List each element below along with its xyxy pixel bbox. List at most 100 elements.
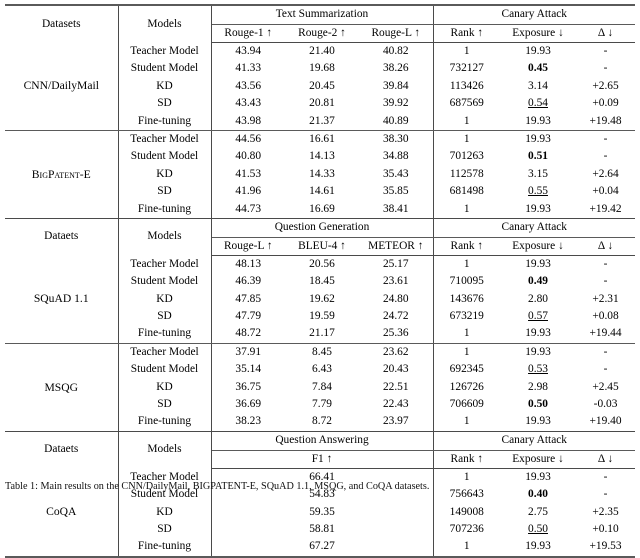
metric-value-cell: 58.81: [211, 520, 434, 539]
delta-value-cell: -: [603, 132, 608, 145]
delta-value-cell: -: [603, 275, 608, 288]
metric-value-cell: 25.17: [359, 255, 434, 274]
metric-value-cell: 22.43: [359, 396, 434, 414]
model-name-cell: Student Model: [118, 60, 212, 78]
metric-value-cell: 7.84: [312, 380, 332, 393]
table-row: SQuAD 1.1 Teacher Model 48.13 20.56 25.17 1 19…: [5, 255, 635, 344]
delta-value-cell: +2.31: [592, 292, 619, 305]
metric-value-cell: 41.96: [235, 185, 262, 198]
rank-value-cell: 701263: [449, 150, 484, 163]
exposure-value: 19.93: [525, 415, 551, 428]
table-row: KD 47.85 19.62 24.80 143676 2.80 +2.31: [5, 290, 635, 309]
exposure-value: 3.14: [528, 79, 548, 92]
column-header-metric-2: Rouge-2 ↑: [285, 24, 359, 43]
delta-value-cell: +19.53: [576, 538, 636, 558]
metric-value-cell: 34.88: [359, 148, 434, 166]
delta-value-cell: -: [603, 150, 608, 163]
exposure-value: 2.80: [528, 292, 548, 305]
metric-value-cell: 48.13: [235, 257, 262, 270]
dataset-name-cell: SQuAD 1.1: [5, 255, 119, 344]
rank-value-cell: 687569: [449, 97, 484, 110]
model-name-cell: KD: [118, 378, 212, 397]
metric-value-cell: 23.97: [359, 413, 434, 432]
exposure-value: 0.45: [528, 62, 548, 75]
metric-value-cell: 38.23: [211, 413, 285, 432]
table-row: SD 36.69 7.79 22.43 706609 0.50 -0.03: [5, 396, 635, 414]
metric-value-cell: 47.79: [235, 310, 262, 323]
metric-value-cell: 8.72: [285, 413, 359, 432]
metric-value-cell: 19.62: [309, 292, 335, 305]
metric-value-cell: 24.80: [359, 290, 434, 309]
dataset-name-cell: BigPatent-E: [5, 130, 119, 219]
column-header-metric-3: Rouge-L ↑: [359, 24, 434, 43]
metric-value-cell: 7.79: [312, 398, 332, 411]
exposure-value-cell: 19.93: [500, 538, 577, 558]
model-name-cell: SD: [118, 520, 212, 539]
model-name-cell: SD: [118, 308, 212, 326]
table-row: KD 36.75 7.84 22.51 126726 2.98 +2.45: [5, 378, 635, 397]
column-header-datasets: Dataets: [5, 431, 119, 469]
column-header-exposure: Exposure ↓: [500, 24, 577, 43]
exposure-value-cell: 2.98: [500, 379, 576, 396]
metric-value-cell: 44.56: [235, 132, 262, 145]
exposure-value-cell: 19.93: [500, 325, 577, 344]
column-header-datasets: Dataets: [5, 218, 119, 256]
metric-value-cell: 22.51: [359, 378, 434, 397]
exposure-value-cell: 19.93: [500, 130, 576, 148]
column-header-delta: Δ ↓: [576, 237, 636, 256]
model-name-cell: Teacher Model: [118, 42, 212, 61]
exposure-value: 0.50: [528, 398, 548, 411]
metric-value-cell: 66.41: [211, 468, 434, 487]
metric-value-cell: 21.37: [285, 112, 359, 131]
delta-value-cell: +19.42: [576, 200, 636, 219]
metric-value-cell: 23.61: [359, 273, 434, 291]
model-name-cell: KD: [118, 77, 212, 96]
column-header-rank: Rank ↑: [433, 450, 501, 469]
table-row: KD 43.56 20.45 39.84 113426 3.14 +2.65: [5, 77, 635, 96]
model-name-cell: Fine-tuning: [118, 538, 212, 558]
table-row: Fine-tuning 43.98 21.37 40.89 1 19.93 +19.48: [5, 112, 636, 131]
rank-value-cell: 126726: [449, 380, 484, 393]
metric-value-cell: 39.92: [359, 95, 434, 113]
metric-value-cell: 21.40: [309, 44, 335, 57]
table-row: CNN/DailyMail Teacher Model 43.94 21.40 40.8…: [5, 42, 635, 131]
exposure-value-cell: 19.93: [500, 43, 576, 61]
delta-value-cell: +19.48: [576, 112, 636, 131]
exposure-value: 0.49: [528, 275, 548, 288]
table-row: SD 41.96 14.61 35.85 681498 0.55 +0.04: [5, 183, 635, 201]
column-header-models: Models: [118, 218, 212, 256]
delta-value-cell: -: [603, 44, 608, 57]
exposure-value-cell: 0.55: [500, 183, 576, 200]
exposure-value-cell: 19.93: [500, 468, 576, 486]
delta-value-cell: +2.65: [592, 79, 619, 92]
model-name-cell: Student Model: [118, 148, 212, 166]
model-name-cell: Student Model: [118, 273, 212, 291]
group-header-task: Question Generation: [211, 218, 434, 238]
section-header-row-metrics: Rouge-L ↑ BLEU-4 ↑ METEOR ↑ Rank ↑ Exposure …: [5, 237, 636, 256]
rank-value-cell: 112578: [449, 167, 484, 180]
table-body: Datasets Models Text Summarization Canary A…: [5, 4, 636, 558]
metric-value-cell: 43.43: [235, 97, 262, 110]
exposure-value-cell: 3.15: [500, 166, 576, 183]
metric-value-cell: 36.69: [235, 398, 262, 411]
metric-value-cell: 67.27: [211, 538, 434, 558]
exposure-value-cell: 19.93: [500, 343, 576, 361]
exposure-value-cell: 19.93: [500, 413, 577, 432]
model-name-cell: Teacher Model: [118, 130, 212, 149]
exposure-value-cell: 0.49: [500, 273, 576, 290]
exposure-value-cell: 3.14: [500, 78, 576, 95]
model-name-cell: SD: [118, 183, 212, 201]
exposure-value-cell: 0.51: [500, 148, 576, 165]
delta-value-cell: -: [603, 363, 608, 376]
metric-value-cell: 44.73: [211, 200, 285, 219]
delta-value-cell: -: [603, 257, 608, 270]
exposure-value: 19.93: [525, 44, 551, 57]
rank-value-cell: 706609: [449, 398, 484, 411]
exposure-value-cell: 19.93: [500, 200, 577, 219]
table-row: Fine-tuning 48.72 21.17 25.36 1 19.93 +19.44: [5, 325, 636, 344]
metric-value-cell: 14.33: [309, 167, 335, 180]
metric-value-cell: 46.39: [235, 275, 262, 288]
group-header-task: Text Summarization: [211, 4, 434, 25]
exposure-value: 19.93: [525, 470, 551, 483]
section-header-row-metrics: Rouge-1 ↑ Rouge-2 ↑ Rouge-L ↑ Rank ↑ Exposur…: [5, 24, 636, 43]
